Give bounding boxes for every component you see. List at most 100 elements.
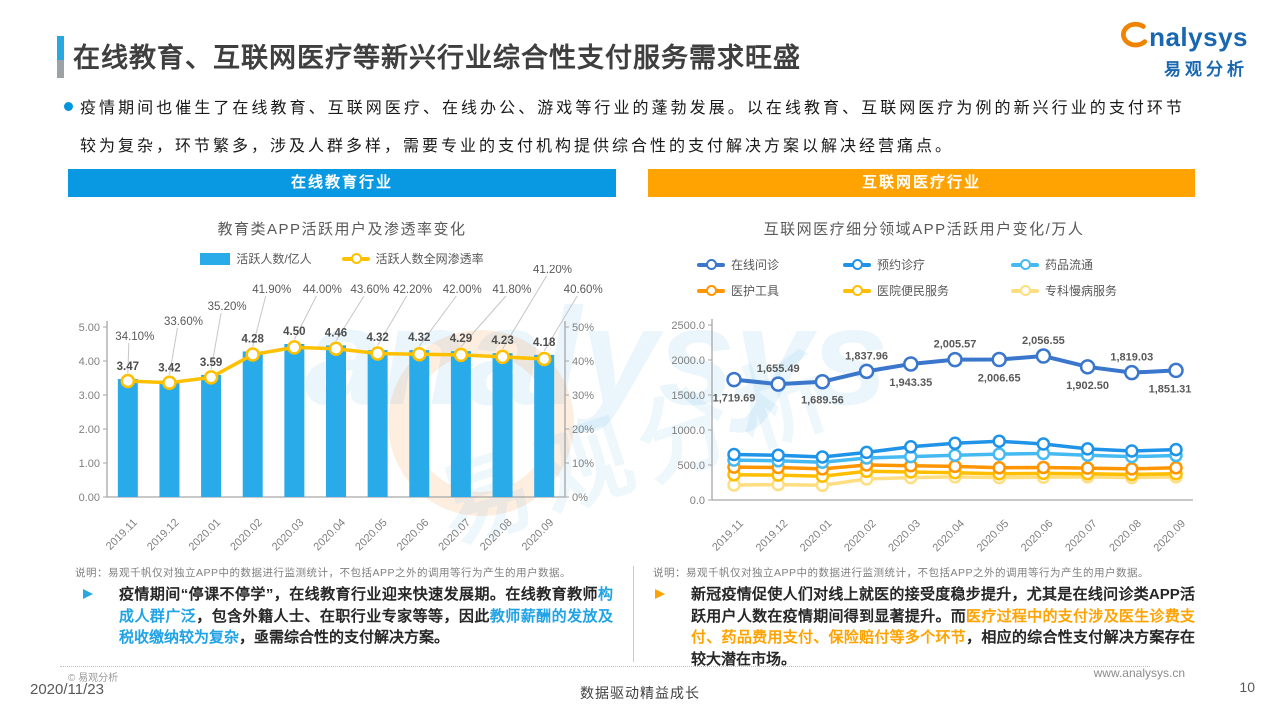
- healthcare-chart-legend: 在线问诊 预约诊疗 药品流通 医护工具 医院便民服务 专科慢病服务: [648, 256, 1200, 299]
- education-chart: 5.00 4.00 3.00 2.00 1.00 0.00 50% 40% 30% 20% 10% 0…: [68, 264, 616, 565]
- arrow-icon: [83, 589, 93, 599]
- series-marker: [1080, 461, 1095, 475]
- label-leader-line: [418, 295, 457, 347]
- label-leader-line: [377, 295, 408, 346]
- series-marker: [948, 459, 962, 474]
- x-axis-label: 2020.05: [353, 517, 390, 554]
- page-number: 10: [1239, 679, 1255, 695]
- bar: [242, 351, 263, 497]
- legend-line-swatch: [1011, 259, 1039, 270]
- x-axis-label: 2020.04: [931, 518, 968, 555]
- series-marker: [727, 447, 741, 462]
- bar: [284, 344, 305, 497]
- percent-label: 33.60%: [164, 316, 203, 328]
- x-axis-label: 2020.02: [842, 518, 879, 555]
- footer-slogan: 数据驱动精益成长: [580, 685, 700, 701]
- bar-value-label: 4.32: [366, 332, 388, 344]
- logo-cn-text: 易观分析: [1164, 60, 1248, 79]
- healthcare-chart-note: 说明：易观千帆仅对独立APP中的数据进行监测统计，不包括APP之外的调用等行为产…: [653, 567, 1150, 579]
- series-marker: [1080, 442, 1095, 456]
- healthcare-bullet: 新冠疫情促使人们对线上就医的接受度稳步提升，尤其是在线问诊类APP活跃用户人数在…: [655, 584, 1195, 670]
- series-marker: [1169, 461, 1183, 475]
- percent-label: 41.80%: [492, 284, 531, 296]
- bar-value-label: 4.28: [242, 333, 265, 345]
- series-marker: [992, 461, 1006, 475]
- bar-value-label: 4.18: [533, 337, 556, 349]
- series-marker: [1036, 460, 1051, 475]
- bar-value-label: 4.29: [450, 333, 472, 345]
- y-axis-tick: 0.0: [690, 495, 705, 507]
- intro-bullet-dot: [64, 102, 73, 111]
- right-axis-tick: 30%: [572, 390, 594, 402]
- arrow-icon: [655, 589, 665, 599]
- series-marker: [992, 447, 1006, 461]
- x-axis-label: 2020.02: [228, 517, 265, 554]
- series-value-label: 2,005.57: [934, 339, 977, 351]
- series-marker: [1169, 442, 1183, 457]
- series-marker: [947, 351, 963, 368]
- label-leader-line: [210, 312, 222, 370]
- legend-item: 活跃人数全网渗透率: [341, 250, 484, 267]
- bar: [326, 345, 346, 497]
- percent-label: 41.90%: [252, 284, 291, 296]
- line-marker: [287, 340, 302, 355]
- legend-bar-swatch: [200, 252, 231, 265]
- series-value-label: 1,819.03: [1110, 352, 1153, 364]
- legend-item: 药品流通: [1011, 256, 1151, 273]
- left-axis-tick: 2.00: [79, 424, 100, 436]
- y-axis-tick: 1500.0: [671, 390, 705, 402]
- bar-value-label: 4.50: [283, 326, 305, 338]
- vertical-divider: [633, 566, 634, 662]
- right-axis-tick: 20%: [572, 424, 594, 436]
- x-axis-label: 2020.03: [270, 517, 307, 554]
- series-marker: [814, 373, 831, 390]
- percent-label: 42.20%: [393, 284, 432, 296]
- series-marker: [1125, 462, 1139, 476]
- left-axis-tick: 4.00: [79, 356, 100, 368]
- x-axis-label: 2020.08: [478, 517, 515, 554]
- line-marker: [245, 347, 260, 362]
- left-axis-tick: 3.00: [79, 390, 100, 402]
- right-axis-tick: 50%: [572, 322, 594, 334]
- line-marker: [370, 346, 385, 361]
- bar: [201, 374, 222, 497]
- x-axis-label: 2019.11: [104, 517, 140, 553]
- healthcare-chart: 2500.0 2000.0 1500.0 1000.0 500.0 0.0 2019.11 2…: [648, 265, 1200, 570]
- x-axis-label: 2019.12: [754, 518, 791, 555]
- right-axis-tick: 10%: [572, 458, 594, 470]
- bar-value-label: 4.46: [325, 327, 347, 339]
- x-axis-label: 2020.04: [312, 517, 349, 554]
- education-bullet-text: 疫情期间“停课不停学”，在线教育行业迎来快速发展期。在线教育教师构成人群广泛，包…: [119, 586, 613, 646]
- label-leader-line: [293, 295, 317, 340]
- percent-label: 42.00%: [443, 284, 482, 296]
- section-header-education: 在线教育行业: [68, 169, 616, 197]
- footer-date: 2020/11/23: [30, 681, 104, 698]
- left-axis-tick: 0.00: [79, 492, 100, 504]
- line-marker: [328, 341, 344, 357]
- x-axis-label: 2020.05: [975, 518, 1012, 555]
- series-marker: [1125, 444, 1139, 458]
- x-axis-label: 2020.01: [798, 518, 835, 555]
- label-leader-line: [460, 295, 507, 348]
- bar: [450, 351, 471, 497]
- series-marker: [771, 448, 785, 462]
- series-marker: [1035, 348, 1052, 364]
- x-axis-label: 2019.11: [710, 518, 746, 554]
- label-leader-line: [252, 295, 267, 347]
- label-leader-line: [127, 342, 130, 374]
- series-value-label: 2,056.55: [1022, 335, 1065, 347]
- series-value-label: 2,006.65: [978, 373, 1021, 385]
- education-bullet: 疫情期间“停课不停学”，在线教育行业迎来快速发展期。在线教育教师构成人群广泛，包…: [83, 584, 613, 649]
- footer-website: www.analysys.cn: [1093, 666, 1185, 680]
- bar-value-label: 3.59: [200, 357, 222, 369]
- healthcare-chart-title: 互联网医疗细分领域APP活跃用户变化/万人: [763, 221, 1085, 238]
- series-marker: [992, 434, 1006, 448]
- bar: [159, 380, 180, 497]
- footer-copyright: © 易观分析: [68, 673, 119, 684]
- x-axis-label: 2020.06: [395, 517, 432, 554]
- series-marker: [991, 351, 1007, 368]
- footer-divider: [60, 666, 1150, 667]
- series-marker: [815, 450, 830, 464]
- series-marker: [770, 376, 786, 392]
- y-axis-tick: 1000.0: [671, 425, 705, 437]
